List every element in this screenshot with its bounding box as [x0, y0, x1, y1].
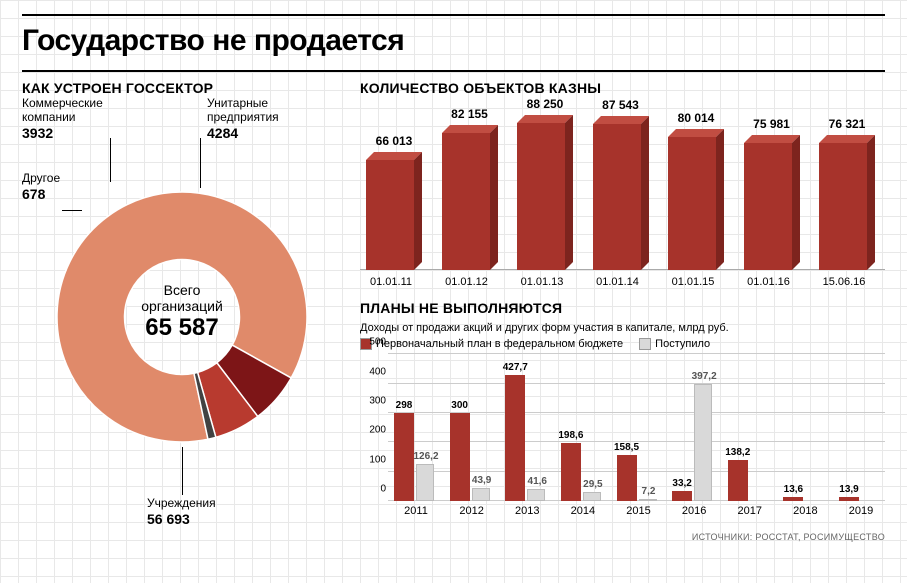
bar-actual: [694, 384, 712, 501]
bar-x-label: 2013: [503, 505, 551, 517]
source: ИСТОЧНИКИ: РОССТАТ, РОСИМУЩЕСТВО: [692, 532, 885, 542]
donut-title: КАК УСТРОЕН ГОССЕКТОР: [22, 80, 342, 96]
bar-actual-val: 43,9: [462, 475, 502, 486]
bar-actual: [527, 489, 545, 501]
bar-x-label: 01.01.12: [437, 276, 497, 288]
bar-actual-val: 126,2: [406, 451, 446, 462]
bar-group: 198,629,52014: [559, 354, 607, 501]
bar-plan-val: 300: [440, 400, 480, 411]
bar-x-label: 2016: [670, 505, 718, 517]
main-title: Государство не продается: [22, 24, 885, 58]
bar-actual: [416, 464, 434, 501]
bar-plan-val: 427,7: [495, 362, 535, 373]
bar-plan: [672, 491, 692, 501]
bar-value-label: 80 014: [656, 111, 736, 125]
bar-value-label: 82 155: [430, 107, 510, 121]
bar-plan: [450, 413, 470, 501]
bar-x-label: 01.01.11: [361, 276, 421, 288]
bar-actual-val: 29,5: [573, 479, 613, 490]
bar-x-label: 2017: [726, 505, 774, 517]
callout-unitary: Унитарные предприятия 4284: [207, 97, 279, 141]
bar-value-label: 75 981: [732, 117, 812, 131]
callout-commercial: Коммерческие компании 3932: [22, 97, 103, 141]
bar-x-label: 2011: [392, 505, 440, 517]
bar-plan-val: 13,6: [773, 484, 813, 495]
bar-plan-val: 158,5: [607, 442, 647, 453]
bar-group: 30043,92012: [448, 354, 496, 501]
donut-center-l2: организаций: [107, 298, 257, 314]
bars-top-title: КОЛИЧЕСТВО ОБЪЕКТОВ КАЗНЫ: [360, 80, 885, 96]
bar-group: 13,92019: [837, 354, 885, 501]
legend-sw-actual: [639, 338, 651, 350]
bar-x-label: 01.01.14: [588, 276, 648, 288]
donut-chart: Всего организаций 65 587 Коммерческие ко…: [22, 102, 342, 542]
y-tick: 400: [369, 366, 386, 377]
legend: Первоначальный план в федеральном бюджет…: [360, 338, 885, 350]
bar-actual-val: 41,6: [517, 476, 557, 487]
bar-group: 158,57,22015: [615, 354, 663, 501]
bar-group: 138,22017: [726, 354, 774, 501]
bar-plan-val: 13,9: [829, 484, 869, 495]
bars-top-chart: 66 01301.01.1182 15501.01.1288 25001.01.…: [360, 102, 885, 292]
bar-plan: [561, 443, 581, 501]
donut-center: Всего организаций 65 587: [107, 282, 257, 342]
title-row: Государство не продается: [22, 14, 885, 72]
bar-plan-val: 198,6: [551, 430, 591, 441]
bar-plan-val: 298: [384, 400, 424, 411]
bar-plan: [728, 460, 748, 501]
bar-actual: [639, 499, 657, 501]
callout-other: Другое 678: [22, 172, 60, 202]
bar-group: 13,62018: [781, 354, 829, 501]
bar-value-label: 88 250: [505, 97, 585, 111]
bar-value-label: 76 321: [807, 117, 887, 131]
bar-x-label: 01.01.13: [512, 276, 572, 288]
bar-actual: [472, 488, 490, 501]
bar-group: 427,741,62013: [503, 354, 551, 501]
bar-x-label: 15.06.16: [814, 276, 874, 288]
bar-actual-val: 397,2: [684, 371, 724, 382]
bar-plan: [783, 497, 803, 501]
bar-x-label: 2012: [448, 505, 496, 517]
bars-bot-sub: Доходы от продажи акций и других форм уч…: [360, 322, 885, 334]
bar-x-label: 2019: [837, 505, 885, 517]
bar-plan-val: 138,2: [718, 447, 758, 458]
bar-value-label: 87 543: [581, 98, 661, 112]
bar-x-label: 2018: [781, 505, 829, 517]
y-tick: 100: [369, 454, 386, 465]
donut-center-val: 65 587: [107, 314, 257, 342]
y-tick: 500: [369, 337, 386, 348]
callout-inst: Учреждения 56 693: [147, 497, 216, 527]
bar-value-label: 66 013: [354, 134, 434, 148]
y-tick: 0: [380, 484, 386, 495]
bar-x-label: 01.01.15: [663, 276, 723, 288]
bar-group: 33,2397,22016: [670, 354, 718, 501]
bar-x-label: 2015: [615, 505, 663, 517]
donut-center-l1: Всего: [107, 282, 257, 298]
bars-bot-title: ПЛАНЫ НЕ ВЫПОЛНЯЮТСЯ: [360, 300, 885, 316]
y-tick: 200: [369, 425, 386, 436]
bar-actual: [583, 492, 601, 501]
bars-bottom-chart: 0100200300400500 298126,2201130043,92012…: [360, 354, 885, 519]
bar-x-label: 2014: [559, 505, 607, 517]
bar-plan: [839, 497, 859, 501]
bar-group: 298126,22011: [392, 354, 440, 501]
bar-x-label: 01.01.16: [739, 276, 799, 288]
